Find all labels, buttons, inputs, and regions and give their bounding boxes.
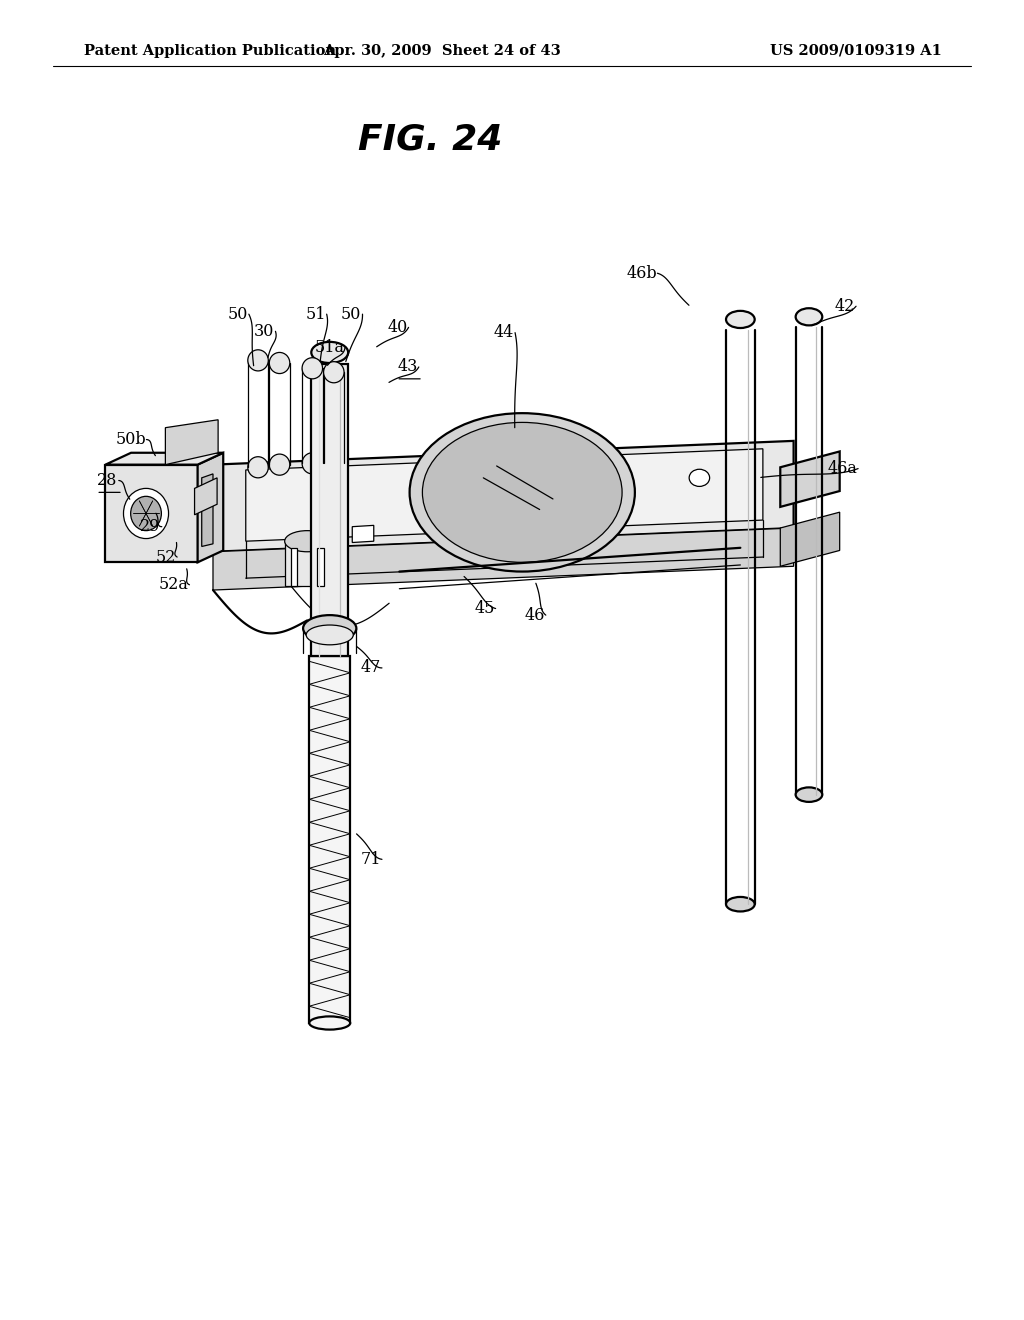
Text: 71: 71 [360,851,381,867]
Polygon shape [165,420,218,465]
Text: 47: 47 [360,660,381,676]
Text: Patent Application Publication: Patent Application Publication [84,44,336,58]
Text: 44: 44 [494,325,514,341]
Text: 50: 50 [227,306,248,322]
Text: 50: 50 [341,306,361,322]
Text: 51a: 51a [314,339,344,355]
Text: 43: 43 [397,359,418,375]
Polygon shape [202,474,213,546]
Polygon shape [317,548,324,586]
Ellipse shape [302,453,323,474]
Ellipse shape [726,310,755,327]
Polygon shape [309,656,350,1023]
Ellipse shape [309,1016,350,1030]
Ellipse shape [726,898,755,911]
Ellipse shape [269,352,290,374]
Ellipse shape [311,342,348,363]
Text: 50b: 50b [116,432,146,447]
Text: 29: 29 [140,519,161,535]
Text: 46: 46 [524,607,545,623]
Ellipse shape [796,308,822,326]
Polygon shape [198,453,223,562]
Text: 52: 52 [156,549,176,565]
Polygon shape [780,512,840,566]
Ellipse shape [422,422,623,562]
Ellipse shape [285,531,330,552]
Polygon shape [352,525,374,543]
Ellipse shape [302,358,323,379]
Polygon shape [105,465,198,562]
Ellipse shape [796,787,822,801]
Text: 28: 28 [97,473,118,488]
Text: 30: 30 [254,323,274,339]
Polygon shape [246,449,763,541]
Polygon shape [311,364,348,656]
Text: 46a: 46a [827,461,857,477]
Text: Apr. 30, 2009  Sheet 24 of 43: Apr. 30, 2009 Sheet 24 of 43 [324,44,561,58]
Polygon shape [780,451,840,507]
Text: 42: 42 [835,298,855,314]
Ellipse shape [248,350,268,371]
Polygon shape [213,441,794,552]
Text: US 2009/0109319 A1: US 2009/0109319 A1 [770,44,942,58]
Ellipse shape [410,413,635,572]
Text: 51: 51 [305,306,326,322]
Polygon shape [285,541,330,586]
Text: FIG. 24: FIG. 24 [358,123,502,157]
Text: 46b: 46b [627,265,657,281]
Ellipse shape [324,362,344,383]
Polygon shape [195,478,217,515]
Polygon shape [213,528,794,590]
Ellipse shape [306,626,353,644]
Ellipse shape [324,453,344,474]
Ellipse shape [689,470,710,487]
Ellipse shape [248,457,268,478]
Polygon shape [105,453,223,465]
Ellipse shape [131,496,162,531]
Polygon shape [291,548,297,586]
Text: 45: 45 [474,601,495,616]
Ellipse shape [124,488,169,539]
Ellipse shape [269,454,290,475]
Text: 52a: 52a [159,577,188,593]
Text: 40: 40 [387,319,408,335]
Ellipse shape [303,615,356,642]
